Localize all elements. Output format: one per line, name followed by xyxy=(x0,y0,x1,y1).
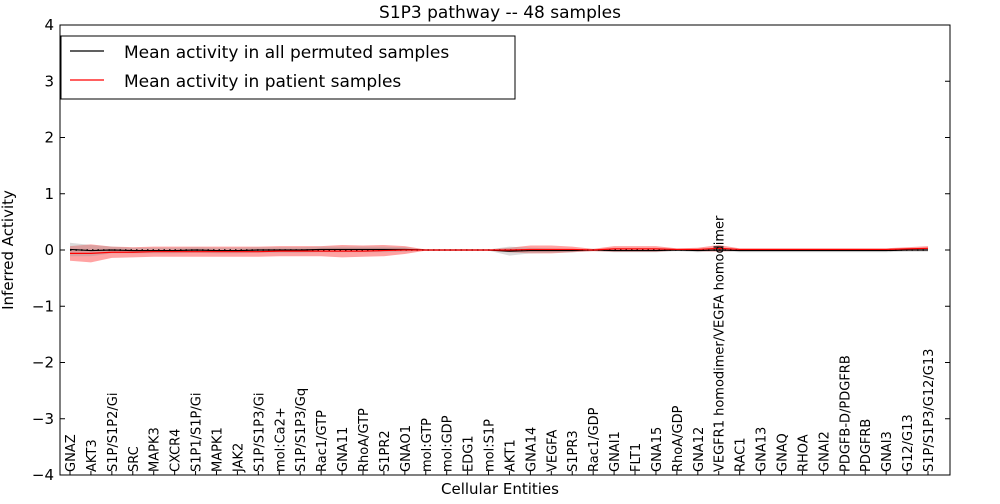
x-tick-label: GNA14 xyxy=(524,427,539,472)
x-tick-label: GNA13 xyxy=(755,427,770,472)
series-line-patient xyxy=(70,247,929,254)
y-tick-label: 4 xyxy=(44,16,54,34)
x-tick-label: GNAI3 xyxy=(880,431,895,472)
y-axis-label: Inferred Activity xyxy=(0,190,17,310)
x-tick-label: SRC xyxy=(127,446,142,472)
x-tick-label: G12/G13 xyxy=(901,414,916,472)
x-tick-label: EDG1 xyxy=(462,435,477,472)
x-tick-label: mol:GDP xyxy=(441,415,456,472)
y-tick-label: 3 xyxy=(44,72,54,90)
x-tick-label: S1PR2 xyxy=(378,430,393,472)
y-tick-label: −2 xyxy=(32,354,54,372)
x-tick-label: CXCR4 xyxy=(169,429,184,472)
x-tick-label: GNA12 xyxy=(692,427,707,472)
x-tick-label: S1P1/S1P/Gi xyxy=(190,393,205,472)
x-tick-label: S1P/S1P2/Gi xyxy=(106,393,121,472)
x-tick-label: VEGFA xyxy=(545,430,560,472)
x-tick-label: MAPK1 xyxy=(210,427,225,472)
x-axis-label: Cellular Entities xyxy=(441,480,559,498)
x-tick-label: PDGFRB xyxy=(859,419,874,472)
x-tick-label: MAPK3 xyxy=(148,427,163,472)
x-tick-label: AKT3 xyxy=(85,439,100,472)
x-tick-label: mol:S1P xyxy=(483,419,498,472)
plot-frame xyxy=(59,24,951,476)
x-tick-label: GNA11 xyxy=(336,427,351,472)
chart-title: S1P3 pathway -- 48 samples xyxy=(379,3,621,23)
x-tick-label: GNAQ xyxy=(776,433,791,472)
x-tick-label: GNAI1 xyxy=(608,431,623,472)
legend-label-permuted: Mean activity in all permuted samples xyxy=(124,43,449,63)
x-tick-label: GNAI2 xyxy=(817,431,832,472)
x-tick-label: mol:GTP xyxy=(420,418,435,472)
x-tick-label: AKT1 xyxy=(503,439,518,472)
y-tick-label: −4 xyxy=(32,466,54,484)
y-tick-label: 2 xyxy=(44,129,54,147)
x-tick-label: VEGFR1 homodimer/VEGFA homodimer xyxy=(713,215,728,472)
x-tick-label: S1P/S1P3/Gi xyxy=(252,393,267,472)
x-tick-label: Rac1/GDP xyxy=(587,407,602,472)
x-tick-label: RhoA/GDP xyxy=(671,405,686,472)
legend: Mean activity in all permuted samples Me… xyxy=(60,35,516,100)
legend-label-patient: Mean activity in patient samples xyxy=(124,72,401,92)
x-tick-label: Rac1/GTP xyxy=(315,410,330,472)
x-tick-label: S1P/S1P3/Gq xyxy=(294,388,309,472)
x-tick-label: RAC1 xyxy=(734,437,749,472)
x-tick-label: GNAO1 xyxy=(399,425,414,472)
x-tick-label: RhoA/GTP xyxy=(357,408,372,472)
x-tick-label: GNAZ xyxy=(64,434,79,472)
x-tick-label: GNA15 xyxy=(650,427,665,472)
y-tick-label: −1 xyxy=(32,297,54,315)
y-tick-label: 1 xyxy=(44,185,54,203)
x-tick-label: S1P/S1P3/G12/G13 xyxy=(922,349,937,472)
x-tick-label: S1PR3 xyxy=(566,430,581,472)
y-tick-label: 0 xyxy=(44,241,54,259)
x-tick-label: FLT1 xyxy=(629,443,644,472)
band-patient xyxy=(70,244,928,263)
x-tick-label: mol:Ca2+ xyxy=(273,407,288,472)
x-tick-label: RHOA xyxy=(796,434,811,472)
x-tick-label: JAK2 xyxy=(231,443,246,473)
x-tick-label: PDGFB-D/PDGFRB xyxy=(838,355,853,472)
y-tick-label: −3 xyxy=(32,410,54,428)
